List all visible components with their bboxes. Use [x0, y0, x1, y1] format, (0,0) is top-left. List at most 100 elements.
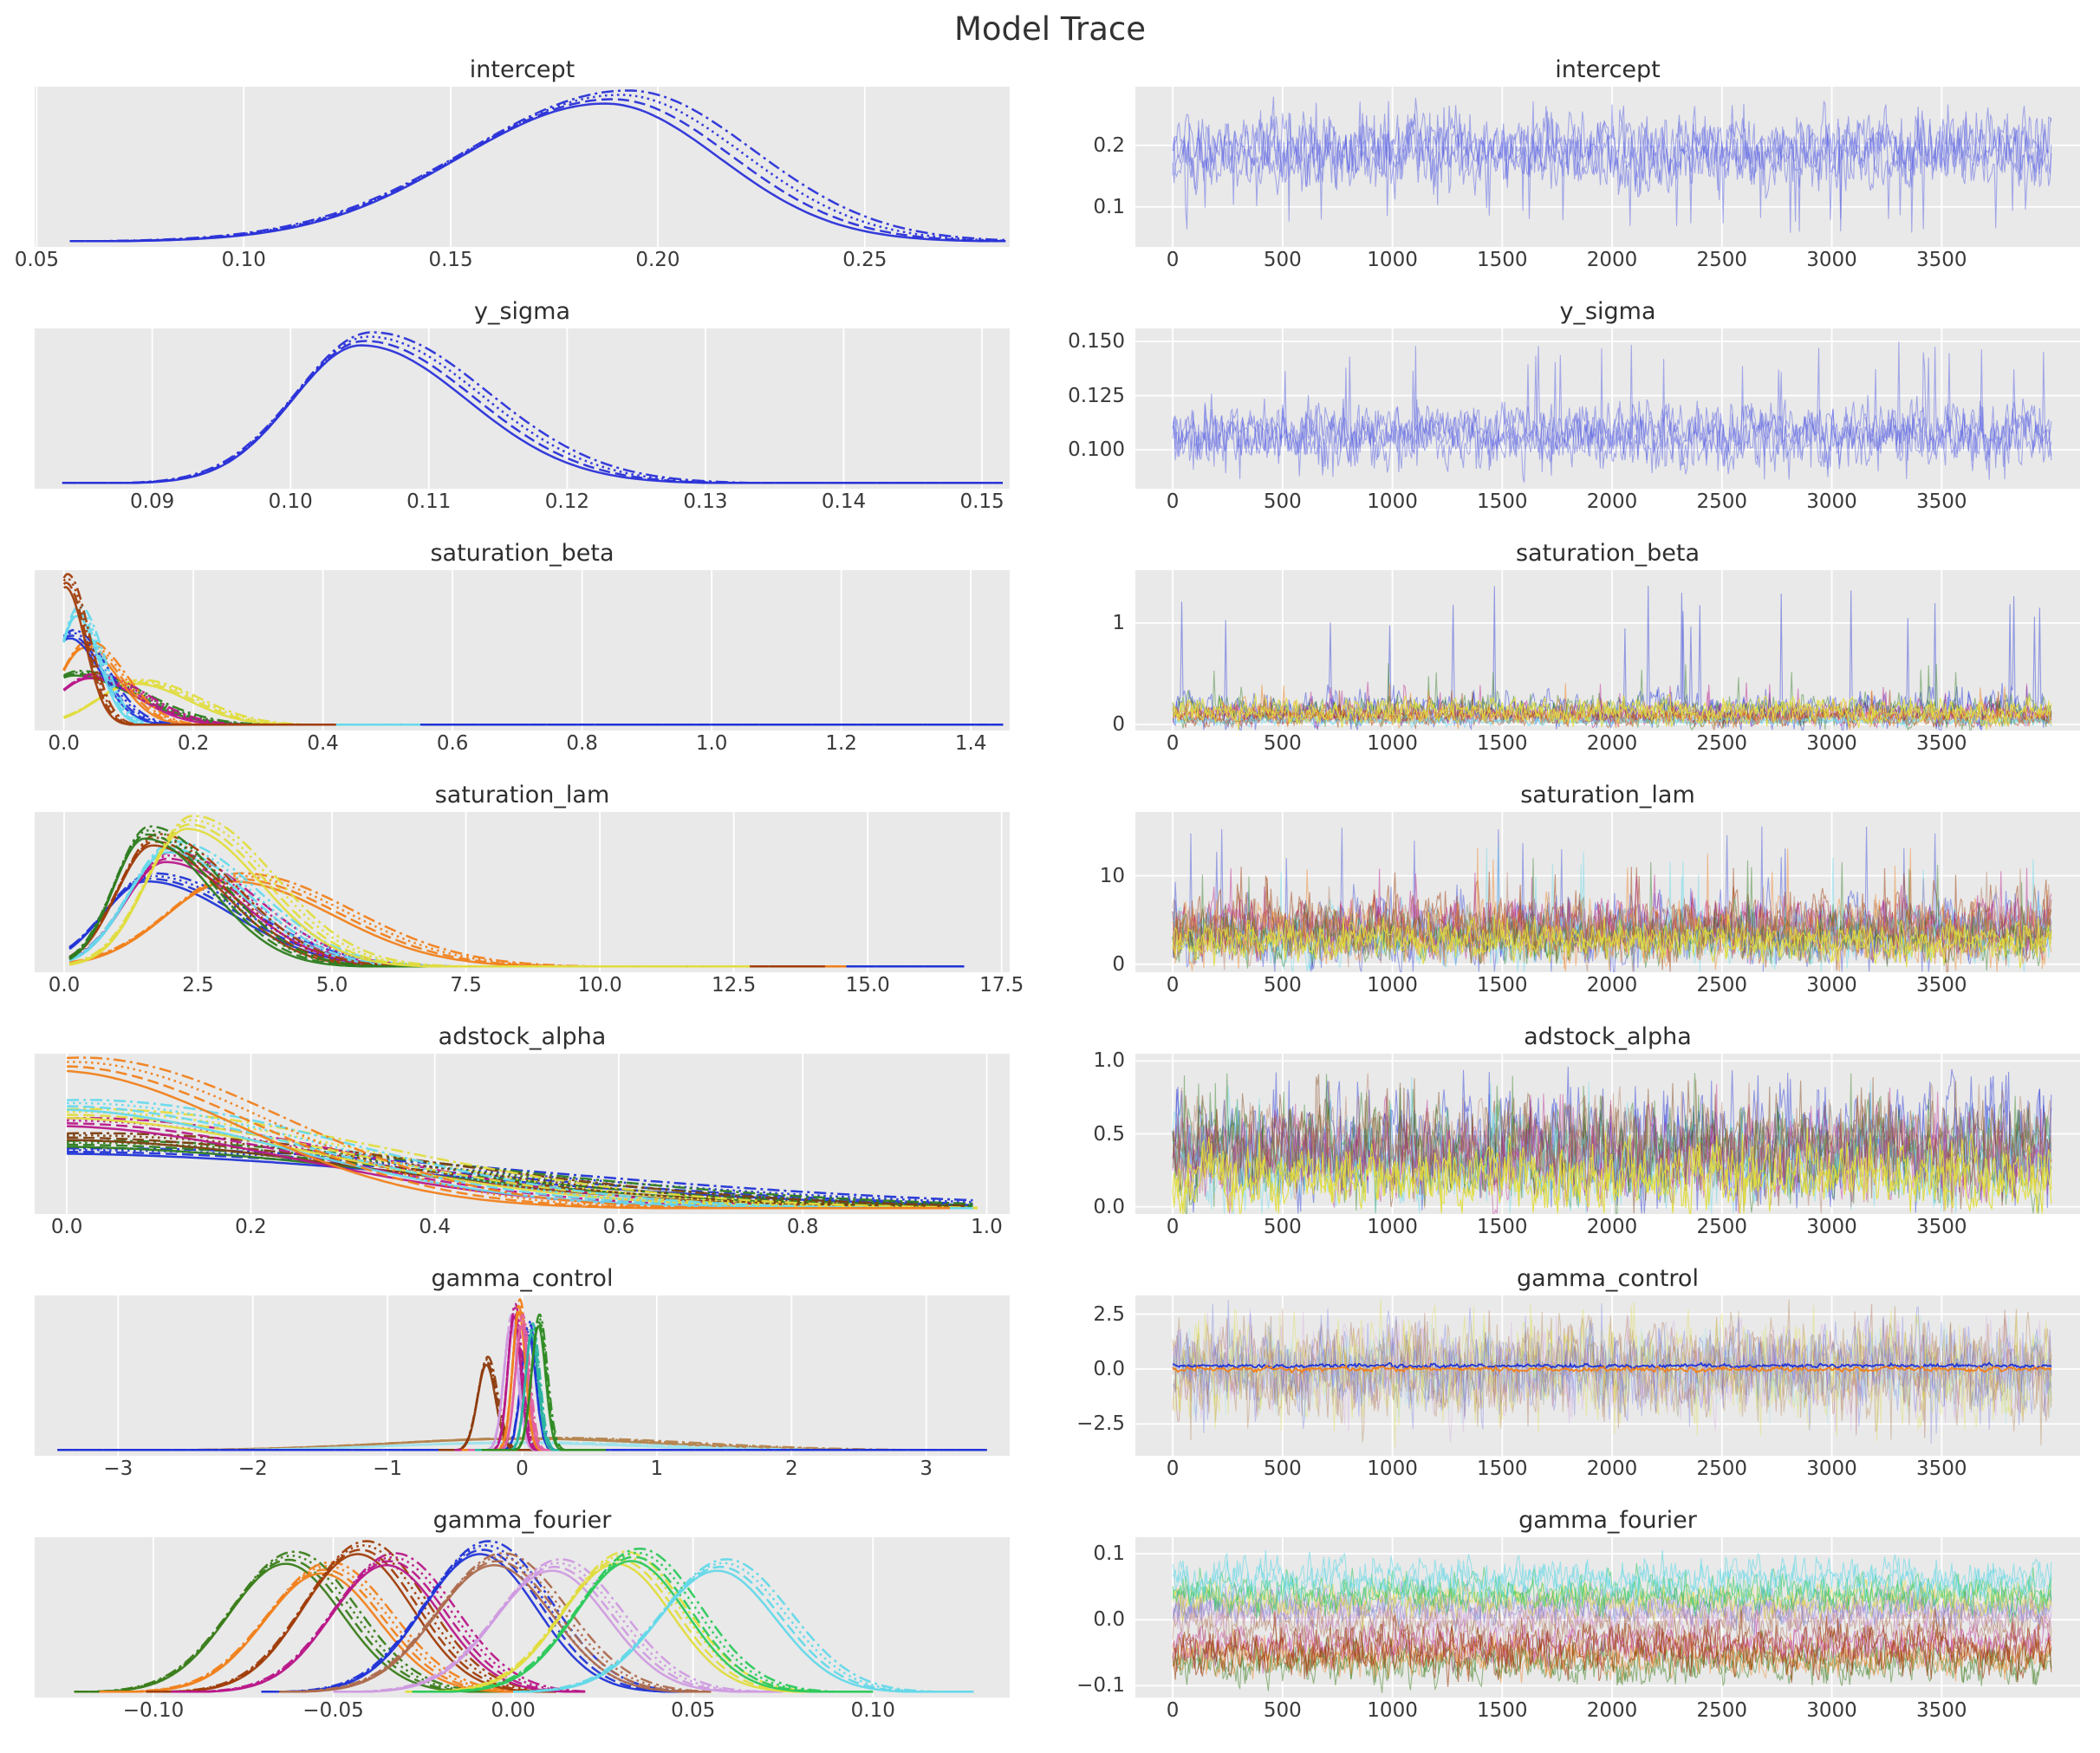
trace-line	[1172, 1126, 2052, 1214]
trace-line	[1172, 826, 2052, 972]
trace-line	[1172, 1549, 2052, 1604]
trace-plot	[1135, 1537, 2080, 1698]
x-tick-label: 0	[1166, 974, 1180, 997]
panel-gamma_fourier-trace: gamma_fourier −0.1 0.0 0.1 0 500 1000 1500 2000 2…	[1076, 1506, 2080, 1722]
trace-line	[1172, 847, 2052, 972]
x-tick-label: 0	[1166, 1216, 1180, 1238]
x-tick-label: 500	[1263, 249, 1302, 271]
kde-plot	[35, 87, 1010, 247]
trace-plot	[1135, 328, 2080, 489]
x-tick-label: 2000	[1586, 974, 1638, 997]
x-tick-label: 1.0	[695, 732, 728, 755]
x-tick-label: 10.0	[577, 974, 622, 997]
trace-line	[1172, 1314, 2052, 1426]
trace-line	[1172, 1308, 2052, 1446]
kde-curve	[171, 1552, 586, 1693]
trace-line	[1172, 101, 2052, 233]
param-row-gamma_control: gamma_control −3 −2 −1 0 1 2 3 gamma_control −2.5…	[0, 1264, 2100, 1506]
x-tick-label: 0.00	[491, 1699, 536, 1722]
x-axis-ticks: −0.10 −0.05 0.00 0.05 0.10	[35, 1698, 1010, 1722]
trace-line	[1172, 1588, 2052, 1653]
x-tick-label: −2	[237, 1458, 268, 1480]
x-tick-label: 3500	[1916, 1458, 1967, 1480]
trace-line	[1172, 1077, 2052, 1210]
trace-line	[1172, 1629, 2052, 1693]
x-tick-label: 2	[784, 1458, 798, 1480]
x-tick-label: 0.13	[683, 490, 728, 513]
x-tick-label: 2500	[1696, 249, 1748, 271]
kde-canvas	[35, 812, 1010, 972]
x-tick-label: 15.0	[845, 974, 890, 997]
panel-gamma_fourier-kde: gamma_fourier −0.10 −0.05 0.00 0.05 0.10	[35, 1506, 1010, 1722]
x-tick-label: 1500	[1477, 249, 1528, 271]
plot-background	[1135, 1295, 2080, 1456]
panel-gamma_control-trace: gamma_control −2.5 0.0 2.5 0 500 1000 1500 2000 2…	[1076, 1264, 2080, 1480]
param-row-saturation_beta: saturation_beta 0.0 0.2 0.4 0.6 0.8 1.0 1.2 1.4 s…	[0, 539, 2100, 781]
trace-line	[1172, 1364, 2052, 1374]
panel-title: gamma_fourier	[1518, 1507, 1697, 1534]
panel-title: intercept	[1555, 56, 1661, 83]
x-tick-label: 3500	[1916, 490, 1967, 513]
x-tick-label: 0.20	[635, 249, 680, 271]
x-tick-label: 2500	[1696, 974, 1748, 997]
trace-line	[1172, 1587, 2052, 1659]
kde-curve	[62, 331, 1003, 484]
panel-title: saturation_lam	[1520, 782, 1695, 808]
x-axis-ticks: 0 500 1000 1500 2000 2500 3000 3500	[1135, 730, 2080, 755]
trace-line	[1172, 847, 2052, 972]
x-tick-label: 0	[516, 1458, 529, 1480]
trace-line	[1172, 867, 2052, 971]
kde-curve	[481, 1313, 606, 1451]
x-tick-label: 0.05	[14, 249, 59, 271]
x-axis-ticks: 0.0 2.5 5.0 7.5 10.0 12.5 15.0 17.5	[35, 972, 1024, 997]
x-tick-label: 12.5	[712, 974, 757, 997]
y-tick-label: 0.5	[1093, 1122, 1125, 1146]
kde-plot	[35, 812, 1010, 972]
x-tick-label: 2500	[1696, 1458, 1748, 1480]
x-axis-ticks: 0 500 1000 1500 2000 2500 3000 3500	[1135, 1214, 2080, 1238]
x-tick-label: 2500	[1696, 1216, 1748, 1238]
kde-curve	[412, 1547, 874, 1693]
x-tick-label: 3000	[1806, 974, 1857, 997]
kde-canvas	[35, 87, 1010, 247]
kde-curve	[62, 573, 336, 726]
param-row-saturation_lam: saturation_lam 0.0 2.5 5.0 7.5 10.0 12.5 15.0 17…	[0, 781, 2100, 1023]
x-tick-label: 2000	[1586, 1216, 1638, 1238]
kde-curve	[74, 1558, 506, 1693]
trace-grid: intercept 0.05 0.10 0.15 0.20 0.25 intercept 0.…	[0, 55, 2100, 1748]
x-tick-label: 1500	[1477, 974, 1528, 997]
x-tick-label: 0	[1166, 732, 1180, 755]
kde-plot	[35, 570, 1010, 730]
panel-title: intercept	[469, 56, 575, 83]
trace-plot	[1135, 570, 2080, 730]
x-tick-label: 0.11	[406, 490, 452, 513]
x-tick-label: 0.25	[842, 249, 887, 271]
panel-saturation_lam-trace: saturation_lam 0 10 0 500 1000 1500 2000 2500 300…	[1100, 781, 2080, 997]
x-tick-label: 0.6	[436, 732, 469, 755]
x-tick-label: 3500	[1916, 249, 1967, 271]
x-tick-label: 0.05	[671, 1699, 716, 1722]
x-tick-label: 0.15	[428, 249, 473, 271]
trace-line	[1172, 1298, 2052, 1442]
x-axis-ticks: 0 500 1000 1500 2000 2500 3000 3500	[1135, 489, 2080, 513]
x-axis-ticks: −3 −2 −1 0 1 2 3	[35, 1456, 1010, 1480]
panel-title: saturation_beta	[430, 540, 614, 567]
kde-plot	[35, 328, 1010, 489]
trace-line	[1172, 1299, 2052, 1441]
kde-curve	[333, 1561, 783, 1693]
x-tick-label: 3500	[1916, 1699, 1967, 1722]
kde-curve	[57, 1316, 987, 1451]
x-tick-label: 0.14	[821, 490, 867, 513]
kde-curve	[513, 1558, 974, 1693]
kde-curve	[74, 1550, 506, 1693]
y-tick-label: 0.0	[1093, 1608, 1125, 1632]
param-row-adstock_alpha: adstock_alpha 0.0 0.2 0.4 0.6 0.8 1.0 adstock_a…	[0, 1023, 2100, 1264]
x-tick-label: 3500	[1916, 1216, 1967, 1238]
kde-curve	[439, 1358, 539, 1451]
x-tick-label: 1.2	[825, 732, 857, 755]
kde-curve	[513, 1561, 974, 1693]
y-axis-ticks: −0.1 0.0 0.1	[1038, 1537, 1125, 1698]
panel-title: saturation_beta	[1515, 540, 1700, 567]
kde-curve	[99, 1561, 535, 1693]
